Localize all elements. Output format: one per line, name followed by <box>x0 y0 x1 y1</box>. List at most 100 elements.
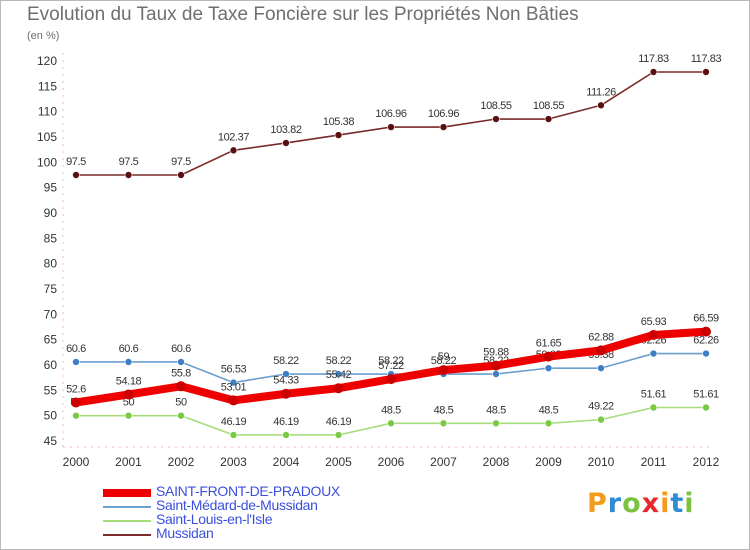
data-point-saint-louis-en-l-isle <box>334 431 343 439</box>
data-label-mussidan: 117.83 <box>691 53 722 65</box>
x-tick-label: 2002 <box>168 455 195 469</box>
data-label-saint-louis-en-l-isle: 48.5 <box>381 404 401 416</box>
data-label-saint-front-de-pradoux: 61.65 <box>536 338 562 350</box>
data-point-mussidan <box>282 139 290 147</box>
proxiti-logo-letter: i <box>660 488 671 519</box>
data-point-saint-louis-en-l-isle <box>492 419 500 428</box>
y-tick-label: 55 <box>44 383 58 397</box>
data-label-saint-louis-en-l-isle: 48.5 <box>434 404 454 416</box>
data-label-saint-medard-de-mussidan: 58.22 <box>431 355 457 367</box>
y-tick-label: 65 <box>44 333 58 347</box>
y-tick-label: 110 <box>38 105 57 119</box>
data-point-saint-medard-de-mussidan <box>282 370 290 378</box>
data-label-mussidan: 97.5 <box>66 156 86 168</box>
chart-unit-label: (en %) <box>27 30 60 42</box>
data-label-saint-medard-de-mussidan: 58.22 <box>273 355 299 367</box>
legend-swatch-saint-louis-en-l-isle <box>103 520 151 522</box>
x-tick-label: 2011 <box>641 455 667 469</box>
data-point-saint-medard-de-mussidan <box>124 358 133 366</box>
data-label-saint-front-de-pradoux: 55.42 <box>326 369 352 381</box>
data-point-saint-louis-en-l-isle <box>177 411 185 420</box>
proxiti-logo-letter: x <box>641 488 661 519</box>
data-label-saint-medard-de-mussidan: 60.6 <box>171 343 191 355</box>
data-point-saint-front-de-pradoux <box>543 351 554 362</box>
data-point-saint-louis-en-l-isle <box>387 419 395 428</box>
data-point-saint-medard-de-mussidan <box>702 349 710 358</box>
y-tick-label: 70 <box>44 307 58 321</box>
data-point-saint-louis-en-l-isle <box>702 403 710 412</box>
data-point-saint-louis-en-l-isle <box>544 419 553 428</box>
legend-label-saint-medard-de-mussidan: Saint-Médard-de-Mussidan <box>156 497 318 513</box>
data-point-saint-medard-de-mussidan <box>492 370 500 378</box>
y-tick-label: 85 <box>44 231 58 245</box>
data-point-saint-front-de-pradoux <box>596 345 606 356</box>
data-label-saint-medard-de-mussidan: 60.6 <box>66 343 86 355</box>
x-tick-label: 2004 <box>273 455 300 469</box>
proxiti-logo-letter: o <box>622 488 642 519</box>
data-point-saint-medard-de-mussidan <box>544 364 553 372</box>
data-point-mussidan <box>72 171 80 179</box>
data-label-saint-medard-de-mussidan: 58.22 <box>326 355 352 367</box>
y-tick-label: 75 <box>44 282 58 296</box>
legend-swatch-saint-medard-de-mussidan <box>103 506 151 508</box>
data-label-saint-louis-en-l-isle: 49.22 <box>588 401 614 413</box>
data-label-mussidan: 111.26 <box>586 86 616 98</box>
y-tick-label: 95 <box>44 181 58 195</box>
data-label-mussidan: 108.55 <box>533 100 565 112</box>
proxiti-logo: Proxiti <box>587 488 695 519</box>
y-tick-label: 50 <box>44 409 58 423</box>
data-label-saint-front-de-pradoux: 62.88 <box>588 331 614 343</box>
data-point-mussidan <box>387 123 395 131</box>
data-label-mussidan: 97.5 <box>119 156 139 168</box>
data-point-mussidan <box>229 146 238 155</box>
data-point-saint-medard-de-mussidan <box>334 370 343 378</box>
data-point-saint-louis-en-l-isle <box>72 411 80 420</box>
data-label-mussidan: 106.96 <box>375 108 407 120</box>
data-point-saint-front-de-pradoux <box>648 329 659 340</box>
data-label-saint-louis-en-l-isle: 50 <box>175 397 187 409</box>
data-point-saint-front-de-pradoux <box>228 395 239 406</box>
data-point-mussidan <box>597 101 605 110</box>
data-label-saint-louis-en-l-isle: 50 <box>123 397 135 409</box>
data-point-mussidan <box>334 131 343 139</box>
data-point-saint-front-de-pradoux <box>281 388 291 399</box>
y-tick-label: 90 <box>44 206 58 220</box>
x-tick-label: 2008 <box>483 455 510 469</box>
data-label-saint-louis-en-l-isle: 48.5 <box>486 404 506 416</box>
data-label-saint-front-de-pradoux: 53.01 <box>221 381 247 393</box>
x-tick-label: 2009 <box>535 455 562 469</box>
data-point-saint-medard-de-mussidan <box>229 378 238 387</box>
data-point-saint-front-de-pradoux <box>71 397 81 408</box>
y-tick-label: 120 <box>37 54 57 68</box>
data-label-saint-front-de-pradoux: 59.88 <box>483 347 509 359</box>
data-point-saint-medard-de-mussidan <box>597 364 605 372</box>
proxiti-logo-letter: r <box>607 488 623 519</box>
data-label-mussidan: 106.96 <box>428 108 460 120</box>
data-label-saint-front-de-pradoux: 52.6 <box>66 383 86 395</box>
data-point-mussidan <box>124 171 133 179</box>
x-tick-label: 2007 <box>430 455 457 469</box>
x-tick-label: 2005 <box>325 455 352 469</box>
data-label-saint-medard-de-mussidan: 62.26 <box>693 335 719 347</box>
x-tick-label: 2001 <box>115 455 142 469</box>
y-tick-label: 80 <box>44 257 58 271</box>
data-label-mussidan: 105.38 <box>323 116 355 128</box>
data-point-saint-front-de-pradoux <box>701 326 711 337</box>
data-point-saint-louis-en-l-isle <box>439 419 448 428</box>
x-tick-label: 2010 <box>588 455 615 469</box>
data-label-saint-louis-en-l-isle: 51.61 <box>693 389 719 401</box>
data-label-saint-front-de-pradoux: 66.59 <box>693 313 719 325</box>
data-point-saint-front-de-pradoux <box>176 381 186 392</box>
proxiti-logo-letter: P <box>587 488 608 519</box>
x-tick-label: 2000 <box>63 455 90 469</box>
data-label-saint-louis-en-l-isle: 46.19 <box>273 416 299 428</box>
data-point-saint-louis-en-l-isle <box>124 411 133 420</box>
data-point-saint-louis-en-l-isle <box>229 431 238 439</box>
data-label-saint-louis-en-l-isle: 46.19 <box>326 416 352 428</box>
data-label-saint-medard-de-mussidan: 60.6 <box>119 343 139 355</box>
data-point-saint-louis-en-l-isle <box>597 415 605 424</box>
data-point-saint-front-de-pradoux <box>386 374 396 385</box>
legend-swatch-saint-front-de-pradoux <box>103 489 151 497</box>
